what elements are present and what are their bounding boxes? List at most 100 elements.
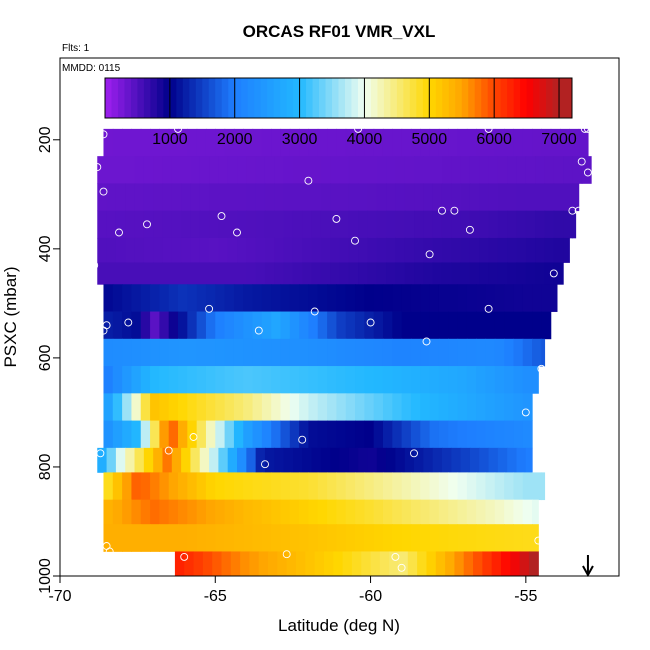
heatmap-cell — [401, 472, 412, 501]
heatmap-cell — [327, 338, 337, 367]
heatmap-cell — [292, 447, 303, 473]
heatmap-cell — [417, 551, 428, 577]
heatmap-cell — [454, 551, 465, 577]
flights-annotation: Flts: 1 — [62, 43, 90, 54]
heatmap-cell — [103, 366, 114, 394]
observation-point — [574, 206, 583, 215]
colorbar-segment — [293, 78, 300, 118]
heatmap-cell — [544, 262, 555, 285]
heatmap-cell — [178, 311, 188, 340]
heatmap-cell — [370, 551, 381, 577]
heatmap-cell — [190, 447, 201, 473]
colorbar-tick-label: 2000 — [217, 131, 253, 148]
heatmap-cell — [382, 393, 393, 421]
colorbar-tick-label: 6000 — [476, 131, 512, 148]
colorbar-segment — [105, 78, 112, 118]
heatmap-cell — [510, 551, 521, 577]
heatmap-cell — [432, 237, 443, 263]
heatmap-cell — [131, 338, 142, 367]
heatmap-cell — [373, 499, 384, 525]
colorbar-segment — [370, 78, 378, 118]
heatmap-cell — [199, 156, 210, 184]
heatmap-cell — [320, 183, 331, 212]
heatmap-cell — [199, 183, 210, 212]
heatmap-cell — [233, 311, 244, 340]
heatmap-cell — [513, 524, 524, 552]
heatmap-cell — [320, 262, 331, 285]
heatmap-cell — [429, 284, 440, 312]
heatmap-cell — [159, 393, 170, 421]
y-tick-label: 800 — [37, 454, 54, 481]
heatmap-cell — [528, 551, 539, 577]
heatmap-cell — [355, 338, 365, 367]
heatmap-cell — [476, 472, 487, 501]
heatmap-cell — [348, 447, 359, 473]
heatmap-cell — [488, 447, 499, 473]
heatmap-cell — [336, 524, 347, 552]
colorbar-segment — [416, 78, 424, 118]
heatmap-cell — [168, 472, 179, 501]
heatmap-cell — [103, 472, 114, 501]
heatmap-cell — [274, 183, 285, 212]
heatmap-cell — [395, 183, 406, 212]
heatmap-cell — [410, 499, 421, 525]
heatmap-cell — [351, 551, 362, 577]
heatmap-cell — [441, 210, 452, 239]
heatmap-cell — [327, 393, 337, 421]
heatmap-cell — [243, 472, 254, 501]
heatmap-cell — [423, 183, 434, 212]
heatmap-cell — [361, 551, 372, 577]
heatmap-cell — [364, 499, 375, 525]
heatmap-cell — [289, 472, 300, 501]
heatmap-cell — [150, 338, 160, 367]
heatmap-cell — [535, 237, 546, 263]
heatmap-cell — [532, 311, 542, 340]
heatmap-cell — [115, 237, 126, 263]
heatmap-cell — [525, 156, 536, 184]
heatmap-cell — [420, 311, 431, 340]
heatmap-cell — [553, 210, 564, 239]
heatmap-cell — [376, 156, 387, 184]
heatmap-cell — [97, 262, 108, 285]
heatmap-cell — [336, 284, 347, 312]
heatmap-cell — [504, 311, 515, 340]
heatmap-cell — [441, 262, 452, 285]
heatmap-cell — [410, 311, 421, 340]
heatmap-cell — [336, 472, 347, 501]
heatmap-cell — [302, 262, 313, 285]
y-axis-label: PSXC (mbar) — [1, 266, 20, 367]
heatmap-cell — [103, 284, 114, 312]
heatmap-cell — [516, 262, 527, 285]
heatmap-cell — [122, 524, 133, 552]
heatmap-cell — [215, 338, 226, 367]
heatmap-cell — [476, 338, 487, 367]
heatmap-cell — [423, 262, 434, 285]
observation-point — [450, 206, 459, 215]
heatmap-cell — [457, 393, 468, 421]
heatmap-cell — [178, 338, 188, 367]
heatmap-cell — [153, 156, 164, 184]
heatmap-cell — [209, 262, 219, 285]
heatmap-cell — [504, 366, 515, 394]
heatmap-cell — [463, 551, 474, 577]
heatmap-cell — [283, 447, 294, 473]
heatmap-cell — [367, 447, 378, 473]
heatmap-cell — [227, 237, 238, 263]
heatmap-cell — [261, 393, 272, 421]
heatmap-cell — [122, 366, 133, 394]
heatmap-cell — [395, 156, 406, 184]
heatmap-cell — [364, 366, 375, 394]
colorbar-tick-label: 1000 — [152, 131, 188, 148]
heatmap-cell — [382, 338, 393, 367]
heatmap-cell — [150, 284, 160, 312]
heatmap-cell — [308, 420, 319, 449]
heatmap-cell — [541, 472, 546, 501]
heatmap-cell — [345, 311, 356, 340]
heatmap-cell — [373, 128, 384, 157]
heatmap-cell — [224, 338, 235, 367]
heatmap-cell — [125, 210, 136, 239]
heatmap-cell — [252, 472, 263, 501]
heatmap-cell — [271, 366, 282, 394]
colorbar-segment — [546, 78, 553, 118]
heatmap-cell — [513, 366, 524, 394]
